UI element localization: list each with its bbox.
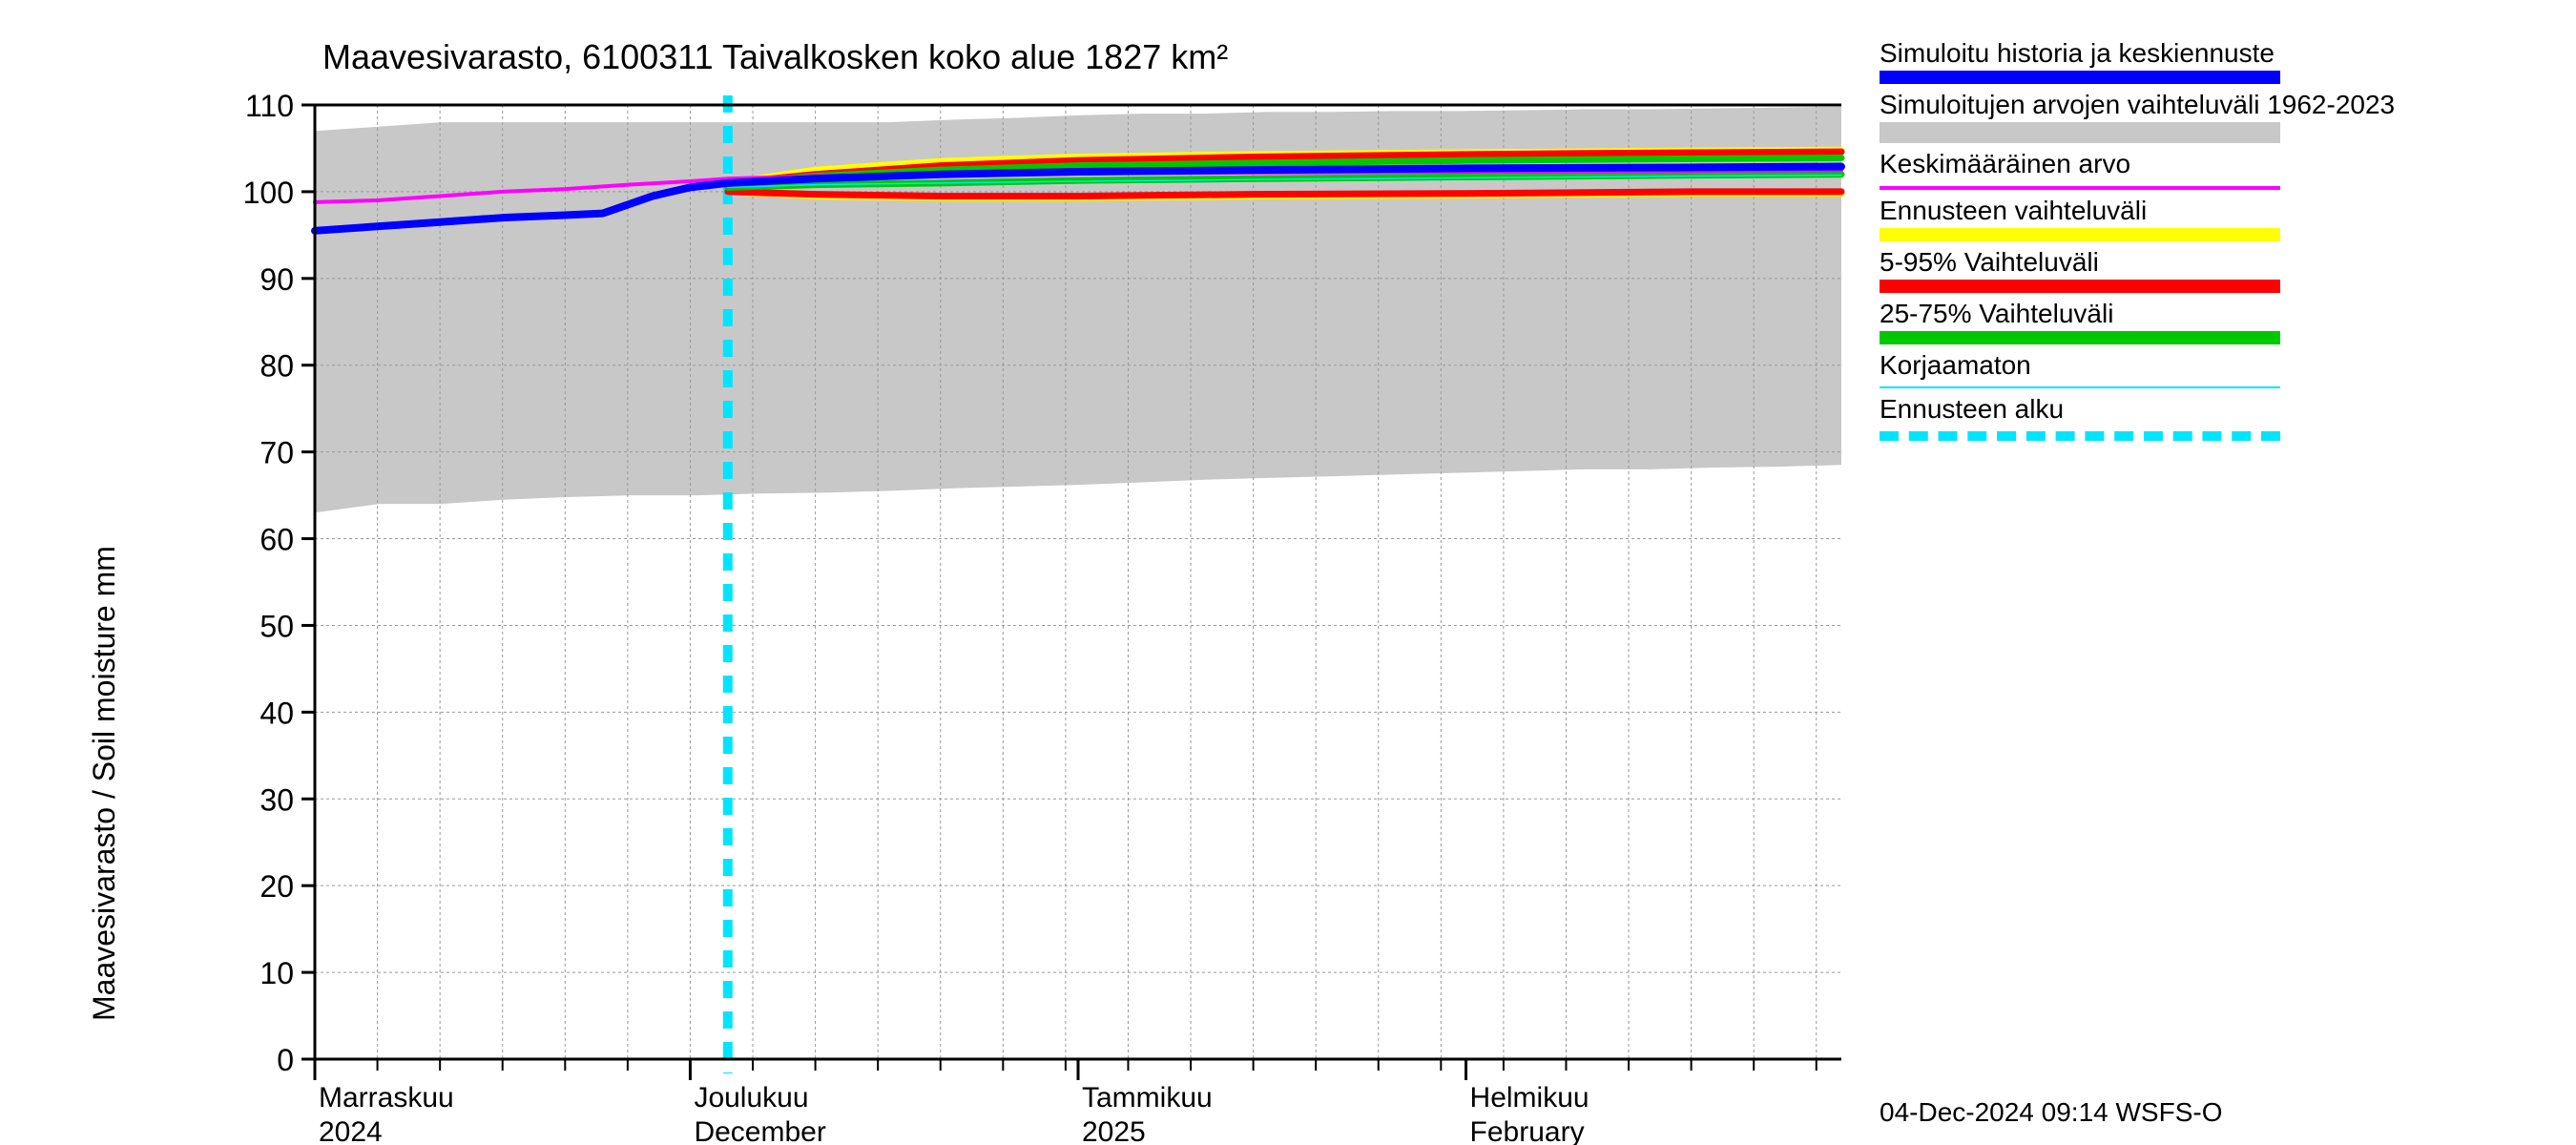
ytick-label: 80 <box>260 349 294 384</box>
legend-label: 25-75% Vaihteluväli <box>1880 299 2547 329</box>
legend-swatch <box>1880 186 2280 190</box>
x-month-label-bottom: 2025 <box>1082 1116 1146 1145</box>
ytick-label: 70 <box>260 436 294 470</box>
ytick-label: 110 <box>245 89 294 123</box>
footer-timestamp: 04-Dec-2024 09:14 WSFS-O <box>1880 1097 2223 1128</box>
legend-item-yellow: Ennusteen vaihteluväli <box>1880 196 2547 241</box>
x-month-label-top: Helmikuu <box>1470 1082 1589 1114</box>
chart-title: Maavesivarasto, 6100311 Taivalkosken kok… <box>322 37 1228 76</box>
legend-label: Keskimääräinen arvo <box>1880 149 2547 179</box>
x-month-label-bottom: December <box>694 1116 825 1145</box>
ytick-label: 0 <box>277 1043 294 1077</box>
ytick-label: 60 <box>260 523 294 557</box>
x-month-label-bottom: February <box>1470 1116 1585 1145</box>
ytick-label: 10 <box>260 956 294 990</box>
legend-swatch <box>1880 71 2280 84</box>
legend: Simuloitu historia ja keskiennuste Simulo… <box>1880 38 2547 447</box>
legend-item-red: 5-95% Vaihteluväli <box>1880 247 2547 293</box>
legend-label: Ennusteen vaihteluväli <box>1880 196 2547 226</box>
legend-item-history_band: Simuloitujen arvojen vaihteluväli 1962-2… <box>1880 90 2547 143</box>
chart-container: 0 10 20 30 40 50 60 70 80 90 100 110 Marraskuu2024 Jo… <box>0 0 2576 1145</box>
ytick-label: 100 <box>243 176 294 210</box>
legend-item-green: 25-75% Vaihteluväli <box>1880 299 2547 344</box>
y-axis-label: Maavesivarasto / Soil moisture mm <box>87 546 121 1021</box>
legend-label: Simuloitu historia ja keskiennuste <box>1880 38 2547 69</box>
legend-item-magenta_mean: Keskimääräinen arvo <box>1880 149 2547 189</box>
legend-swatch <box>1880 228 2280 241</box>
legend-label: Korjaamaton <box>1880 350 2547 381</box>
x-month-label-top: Marraskuu <box>319 1082 454 1114</box>
legend-swatch <box>1880 331 2280 344</box>
legend-item-forecast_start: Ennusteen alku <box>1880 394 2547 440</box>
legend-swatch <box>1880 431 2280 441</box>
ytick-label: 90 <box>260 262 294 297</box>
legend-label: Ennusteen alku <box>1880 394 2547 425</box>
ytick-label: 20 <box>260 869 294 904</box>
x-month-label-top: Tammikuu <box>1082 1082 1213 1114</box>
legend-item-blue_main: Simuloitu historia ja keskiennuste <box>1880 38 2547 84</box>
ytick-label: 50 <box>260 609 294 643</box>
legend-label: Simuloitujen arvojen vaihteluväli 1962-2… <box>1880 90 2547 120</box>
legend-swatch <box>1880 386 2280 388</box>
legend-swatch <box>1880 280 2280 293</box>
ytick-label: 30 <box>260 782 294 817</box>
legend-item-cyan_thin: Korjaamaton <box>1880 350 2547 388</box>
x-month-label-bottom: 2024 <box>319 1116 383 1145</box>
legend-label: 5-95% Vaihteluväli <box>1880 247 2547 278</box>
ytick-label: 40 <box>260 696 294 730</box>
x-month-label-top: Joulukuu <box>694 1082 808 1114</box>
legend-swatch <box>1880 122 2280 143</box>
